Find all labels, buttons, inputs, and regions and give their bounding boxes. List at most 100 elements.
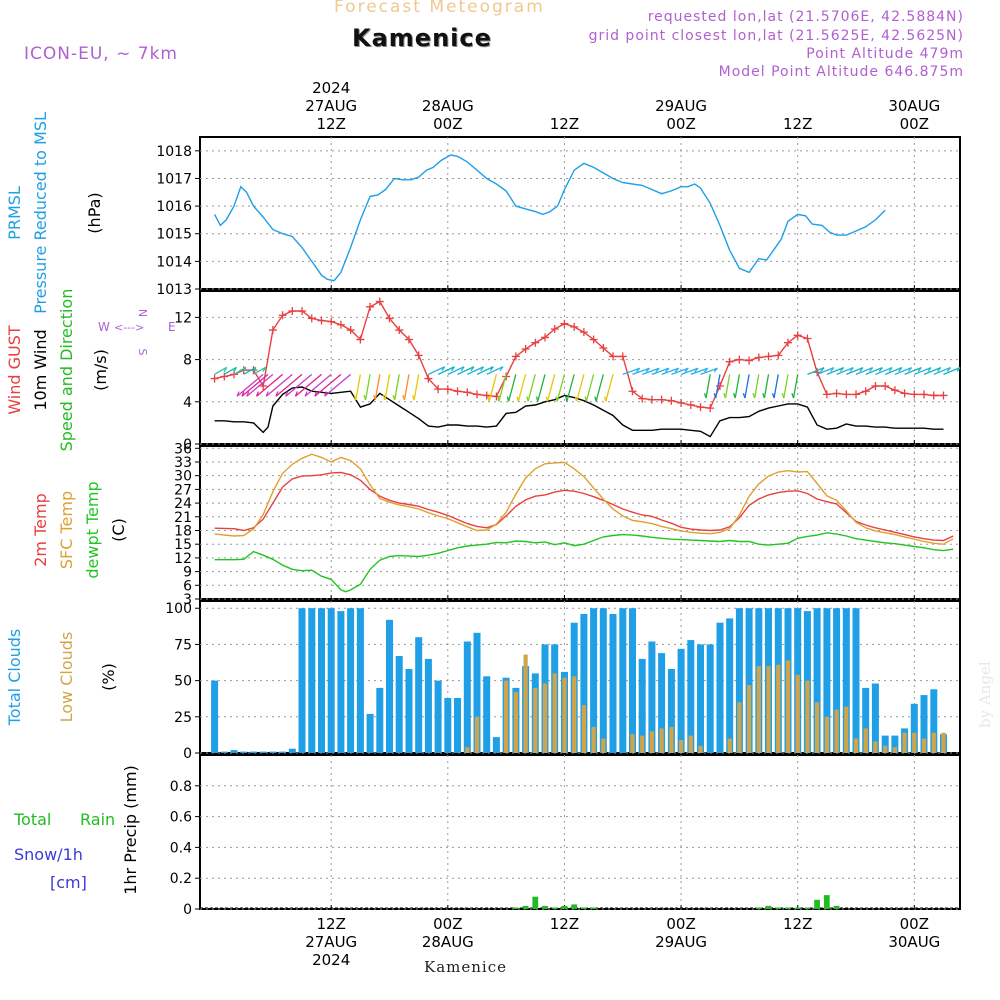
wind-arrow: [466, 366, 484, 375]
wind-arrow-head: [888, 367, 893, 372]
wind-arrow-head: [246, 391, 250, 397]
total-clouds-label: Total Clouds: [5, 629, 24, 727]
low-cloud-bar: [747, 685, 752, 753]
precip-tick-label: 0.6: [170, 810, 192, 826]
grid-point-coords: grid point closest lon,lat (21.5625E, 42…: [588, 28, 964, 44]
total-cloud-bar: [745, 608, 753, 753]
wind-arrow-head: [594, 396, 597, 402]
wind-arrow-head: [526, 396, 529, 402]
pressure-label: Pressure Reduced to MSL: [31, 112, 50, 314]
clouds-tick-label: 50: [174, 674, 192, 690]
low-cloud-bar: [523, 654, 528, 753]
top-time-label: 12Z: [550, 115, 579, 133]
rain-bar: [833, 905, 840, 909]
wind-arrow: [314, 373, 342, 397]
wind-arrow-head: [441, 366, 446, 372]
gust-marker: [570, 322, 579, 331]
wind-arrow-head: [241, 391, 245, 397]
gust-marker: [861, 387, 870, 396]
total-cloud-bar: [716, 622, 724, 753]
wind-arrow-head: [937, 367, 942, 372]
temperature-tick-label: 6: [183, 578, 192, 594]
wind-arrow: [943, 367, 961, 375]
low-cloud-bar: [727, 738, 732, 753]
wind-arrow: [671, 367, 689, 375]
rain-bar: [581, 907, 587, 909]
wind-arrow-head: [603, 396, 607, 402]
wind-arrow-head: [255, 391, 259, 397]
dewpoint-label: dewpt Temp: [83, 481, 102, 578]
gust-marker: [560, 319, 569, 328]
total-cloud-bar: [395, 656, 403, 753]
gust-marker: [288, 307, 297, 316]
low-cloud-bar: [737, 702, 742, 753]
rain-legend: Total: [13, 810, 51, 829]
wind-arrow: [724, 374, 731, 399]
precip-panel: 0 0.2 0.4 0.6 0.8: [170, 754, 961, 918]
wind-arrow: [486, 366, 504, 375]
low-cloud-bar: [785, 660, 791, 753]
wind-arrow-head: [294, 391, 298, 397]
total-cloud-bar: [871, 683, 879, 753]
clouds-tick-label: 0: [183, 746, 192, 762]
t2m-line: [214, 471, 954, 542]
wind-arrow-head: [791, 393, 795, 399]
gust-marker: [317, 316, 326, 325]
temperature-tick-label: 12: [174, 551, 192, 567]
low-cloud-bar: [941, 732, 946, 753]
wind-arrow: [904, 367, 922, 375]
wind-arrow-head: [487, 396, 490, 402]
low-cloud-bar: [533, 687, 538, 753]
wind-arrow-head: [742, 393, 746, 399]
bottom-time-label: 30AUG: [888, 933, 940, 951]
total-cloud-bar: [356, 608, 364, 753]
t2m-label: 2m Temp: [31, 493, 50, 567]
low-cloud-bar: [766, 666, 771, 753]
wind-arrow: [855, 367, 873, 375]
wind-arrow: [923, 367, 941, 375]
low-cloud-bar: [513, 692, 518, 753]
precip-tick-label: 0.4: [170, 840, 192, 856]
gust-marker: [434, 385, 443, 394]
wind-arrow: [807, 367, 825, 375]
top-time-label: 29AUG: [655, 97, 707, 115]
wind-arrow: [744, 374, 750, 399]
wind-arrow-head: [373, 395, 376, 401]
gust-marker: [375, 297, 384, 306]
wind-arrow: [243, 366, 257, 375]
wind-arrow-head: [849, 367, 854, 372]
wind-gust-label: Wind GUST: [5, 325, 24, 415]
total-cloud-bar: [658, 653, 666, 753]
clouds-tick-label: 100: [165, 601, 192, 617]
total-cloud-bar: [619, 608, 627, 753]
gust-marker: [404, 335, 413, 344]
gust-marker: [492, 392, 501, 401]
low-cloud-bar: [834, 709, 839, 753]
wind-arrow-head: [762, 393, 765, 399]
gust-marker: [852, 390, 861, 399]
wind-arrow: [585, 374, 595, 402]
low-cloud-bar: [776, 664, 781, 753]
wind-tick-label: 12: [174, 310, 192, 326]
gust-marker: [667, 396, 676, 405]
total-cloud-bar: [298, 608, 306, 753]
low-cloud-bar: [902, 732, 907, 753]
rain-bar: [522, 905, 529, 909]
wind-arrow: [894, 367, 912, 375]
temperature-tick-label: 36: [174, 441, 192, 457]
rain-bar: [542, 905, 548, 909]
total-cloud-bar: [405, 669, 413, 753]
gust-marker: [414, 351, 423, 360]
total-cloud-bar: [250, 751, 257, 753]
low-cloud-bar: [465, 747, 470, 753]
wind-tick-label: 4: [183, 395, 192, 411]
wind-arrow: [651, 367, 670, 375]
gust-marker: [783, 338, 792, 347]
temperature-tick-label: 30: [174, 469, 192, 485]
wind-arrow: [816, 367, 835, 375]
wind-arrow: [792, 374, 799, 399]
rain-bar: [571, 904, 578, 909]
total-cloud-bar: [823, 608, 831, 753]
wind-arrow-head: [535, 396, 539, 402]
wind-arrow: [763, 374, 770, 399]
